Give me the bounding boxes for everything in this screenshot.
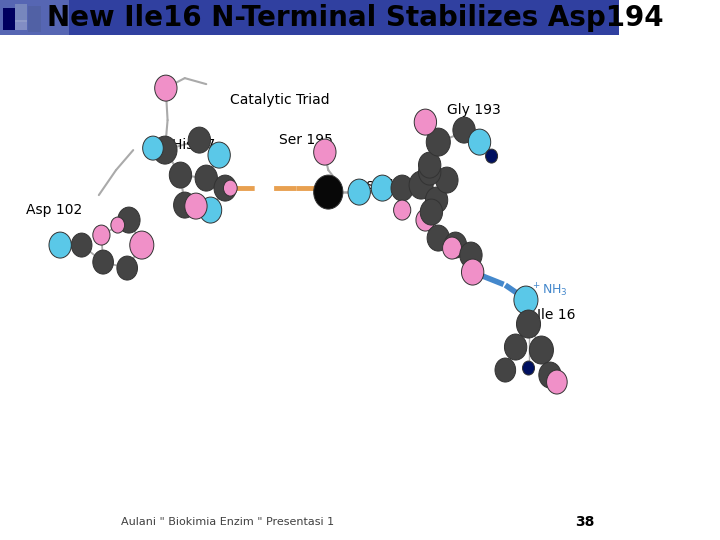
Circle shape [391, 175, 413, 201]
Circle shape [468, 129, 491, 155]
Text: Aulani " Biokimia Enzim " Presentasi 1: Aulani " Biokimia Enzim " Presentasi 1 [121, 517, 334, 527]
Bar [15, 20, 27, 30]
Circle shape [372, 175, 394, 201]
Bar [3, 8, 14, 30]
Circle shape [462, 259, 484, 285]
Circle shape [485, 149, 498, 163]
Circle shape [418, 159, 441, 185]
Circle shape [155, 75, 177, 101]
Circle shape [314, 139, 336, 165]
Circle shape [414, 109, 436, 135]
Text: $^+$NH$_3$: $^+$NH$_3$ [531, 281, 567, 299]
Circle shape [495, 358, 516, 382]
Circle shape [529, 336, 554, 364]
Circle shape [409, 171, 433, 199]
Text: Asp 102: Asp 102 [26, 203, 82, 217]
Circle shape [539, 362, 561, 388]
Circle shape [117, 256, 138, 280]
Text: Asp 194: Asp 194 [356, 178, 413, 192]
Circle shape [185, 193, 207, 219]
Circle shape [153, 136, 177, 164]
Circle shape [546, 370, 567, 394]
Circle shape [418, 152, 441, 178]
Circle shape [174, 192, 196, 218]
Circle shape [443, 237, 462, 259]
Bar [15, 4, 27, 22]
Circle shape [314, 175, 343, 209]
Circle shape [223, 180, 237, 196]
Circle shape [516, 310, 541, 338]
Circle shape [199, 197, 222, 223]
Circle shape [188, 127, 210, 153]
Text: Ser 195: Ser 195 [279, 133, 333, 147]
Circle shape [195, 165, 217, 191]
Circle shape [93, 225, 110, 245]
Circle shape [427, 225, 449, 251]
Circle shape [416, 209, 435, 231]
Circle shape [214, 175, 236, 201]
Circle shape [143, 136, 163, 160]
Circle shape [348, 179, 370, 205]
Circle shape [111, 217, 125, 233]
Circle shape [453, 117, 475, 143]
Bar [0, 0, 618, 35]
Text: Catalytic Triad: Catalytic Triad [230, 93, 330, 107]
Circle shape [130, 231, 154, 259]
Circle shape [394, 200, 411, 220]
Circle shape [426, 187, 448, 213]
Circle shape [71, 233, 92, 257]
Circle shape [514, 286, 538, 314]
Circle shape [208, 142, 230, 168]
Circle shape [426, 128, 450, 156]
Text: New Ile16 N-Terminal Stabilizes Asp194: New Ile16 N-Terminal Stabilizes Asp194 [48, 4, 664, 32]
Circle shape [93, 250, 114, 274]
Circle shape [118, 207, 140, 233]
Circle shape [460, 242, 482, 268]
Bar [0, 0, 68, 35]
Circle shape [420, 199, 443, 225]
Circle shape [169, 162, 192, 188]
Text: Ile 16: Ile 16 [537, 308, 575, 322]
Circle shape [505, 334, 527, 360]
Text: 38: 38 [575, 515, 594, 529]
Text: His 57: His 57 [172, 138, 215, 152]
Circle shape [436, 167, 458, 193]
Bar [28, 6, 41, 32]
Circle shape [49, 232, 71, 258]
Text: Gly 193: Gly 193 [447, 103, 500, 117]
Circle shape [523, 361, 534, 375]
Circle shape [444, 232, 467, 258]
